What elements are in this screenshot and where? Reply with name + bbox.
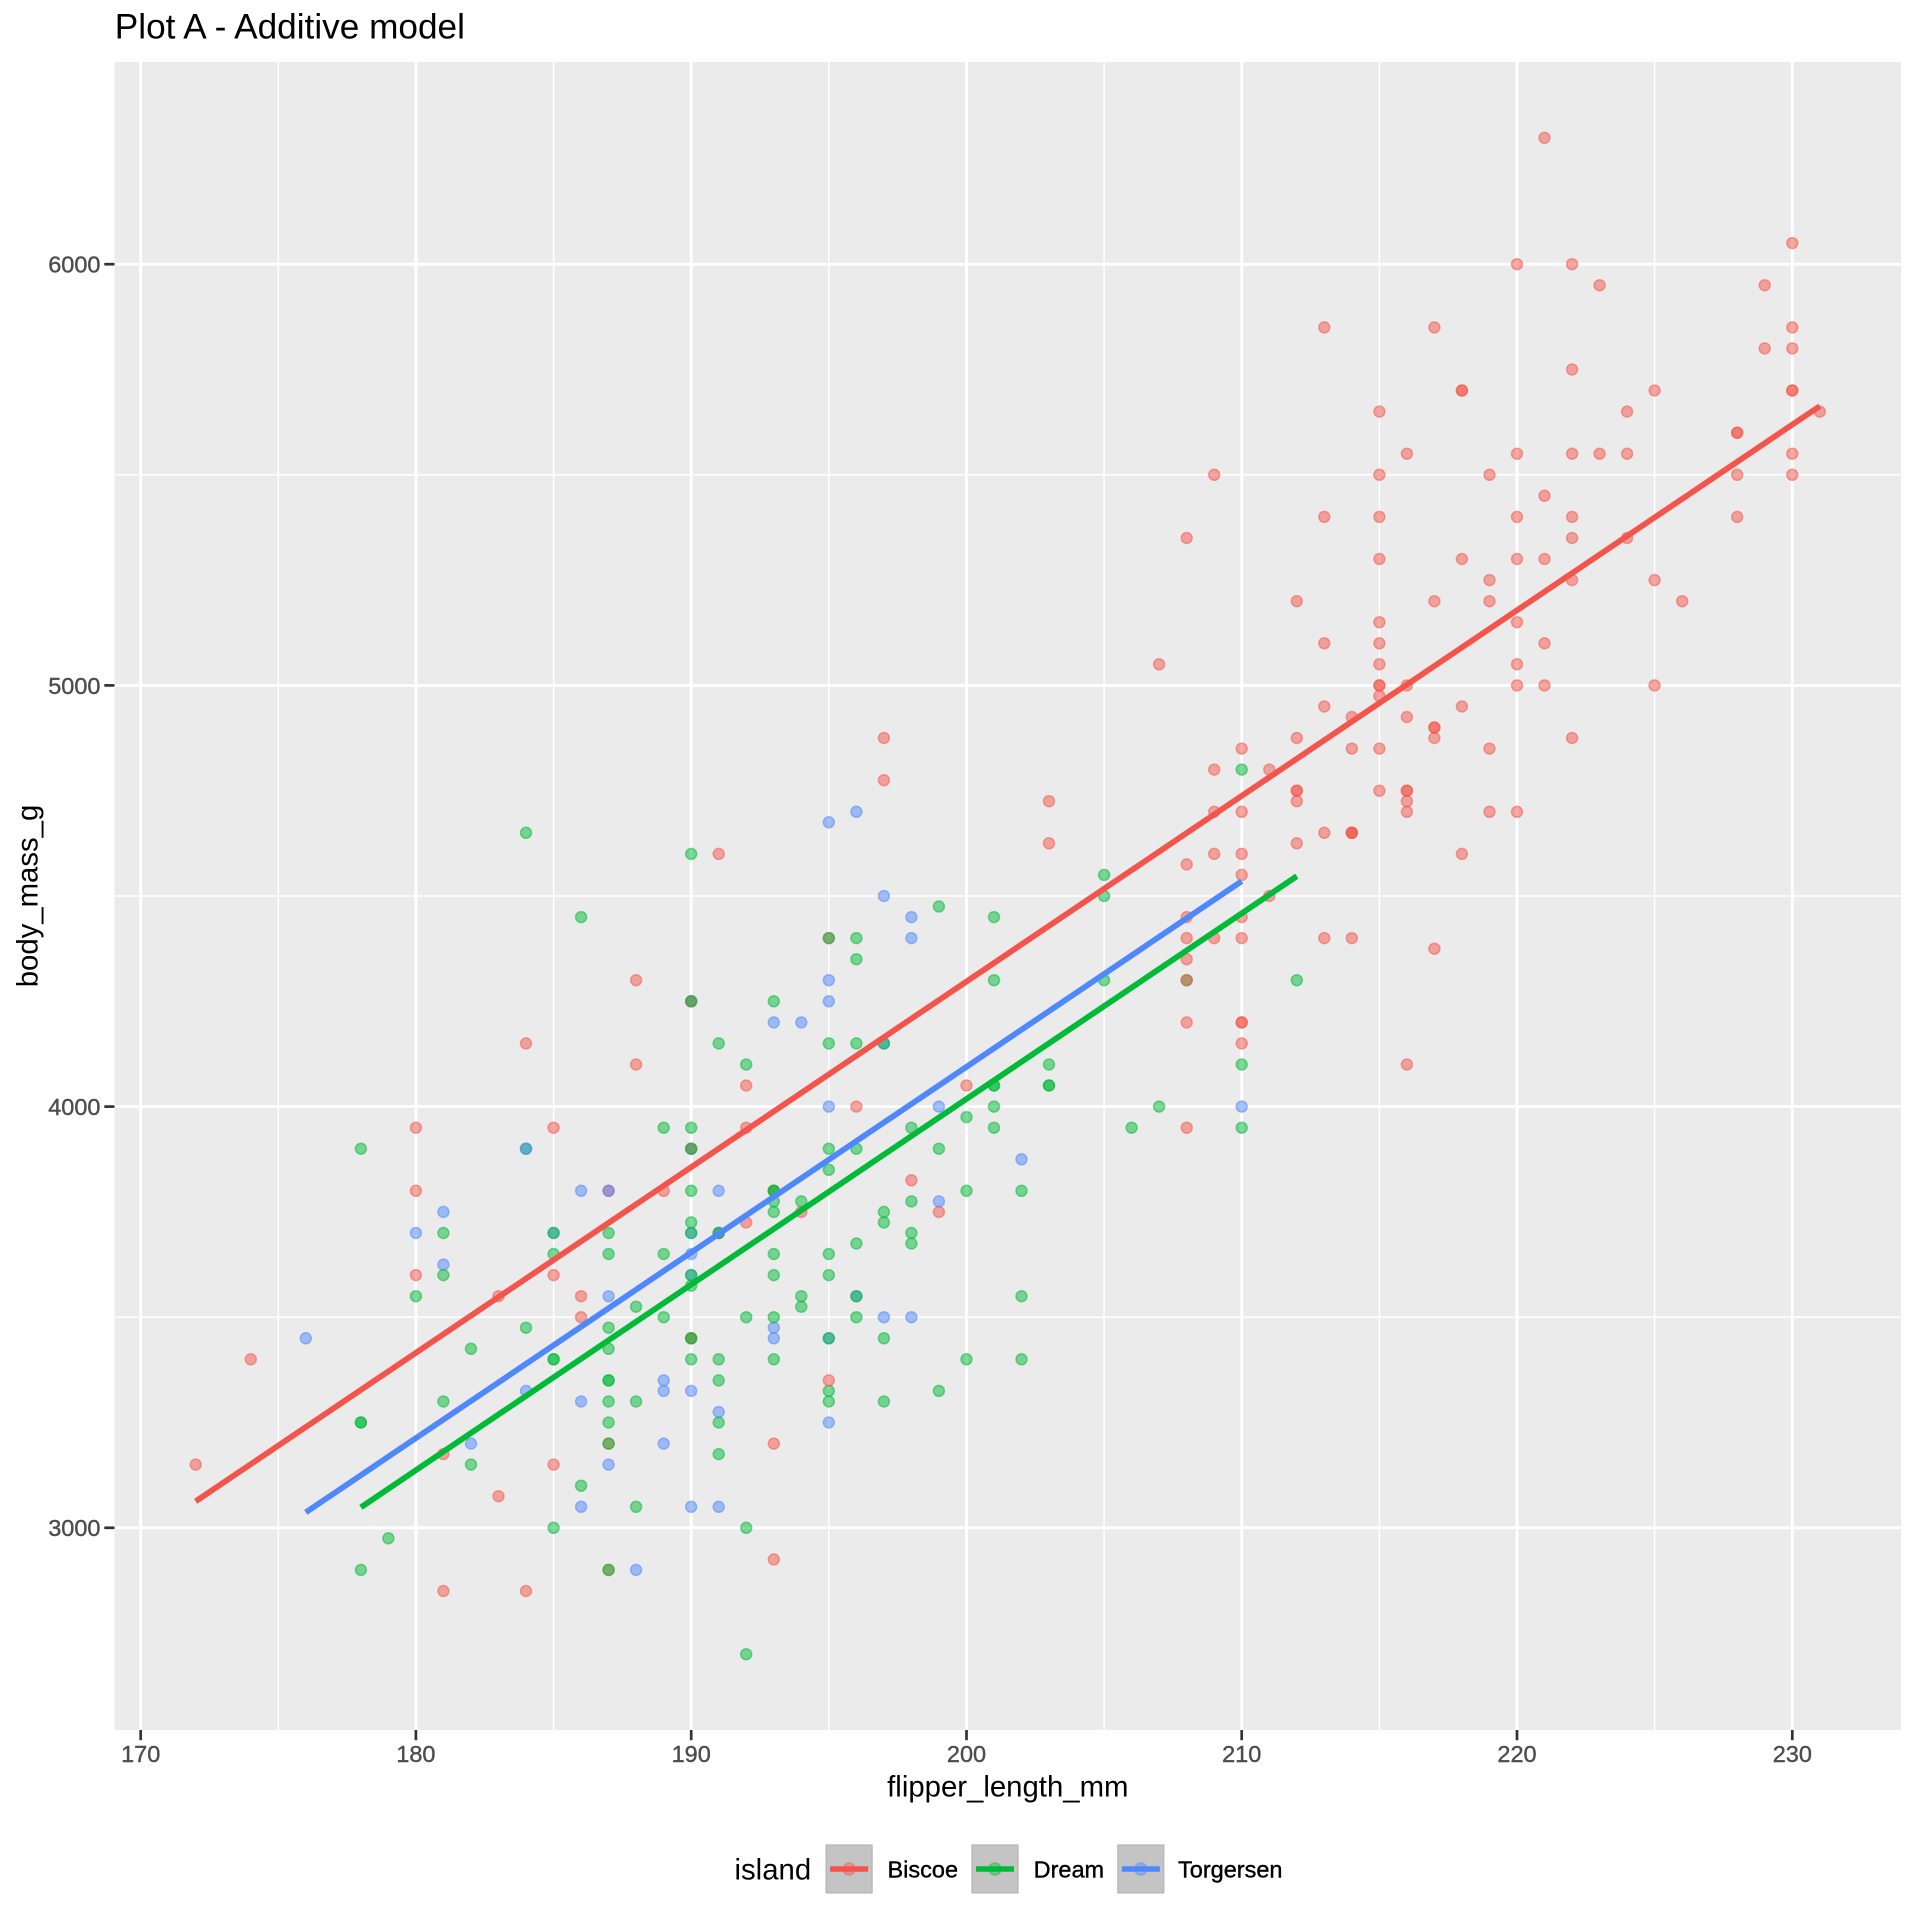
svg-text:3000: 3000 — [48, 1515, 100, 1541]
svg-text:190: 190 — [672, 1741, 711, 1767]
svg-text:flipper_length_mm: flipper_length_mm — [887, 1770, 1128, 1803]
svg-text:island: island — [735, 1853, 812, 1886]
svg-text:210: 210 — [1222, 1741, 1261, 1767]
svg-text:170: 170 — [121, 1741, 160, 1767]
svg-text:Torgersen: Torgersen — [1178, 1857, 1283, 1883]
svg-text:Dream: Dream — [1034, 1857, 1105, 1883]
svg-text:220: 220 — [1497, 1741, 1536, 1767]
svg-text:180: 180 — [396, 1741, 435, 1767]
svg-text:4000: 4000 — [48, 1094, 100, 1120]
svg-text:6000: 6000 — [48, 252, 100, 278]
svg-text:200: 200 — [947, 1741, 986, 1767]
svg-text:Biscoe: Biscoe — [888, 1857, 959, 1883]
svg-text:body_mass_g: body_mass_g — [12, 805, 45, 988]
svg-text:5000: 5000 — [48, 673, 100, 699]
svg-text:Plot A - Additive model: Plot A - Additive model — [115, 8, 465, 47]
svg-text:230: 230 — [1773, 1741, 1812, 1767]
